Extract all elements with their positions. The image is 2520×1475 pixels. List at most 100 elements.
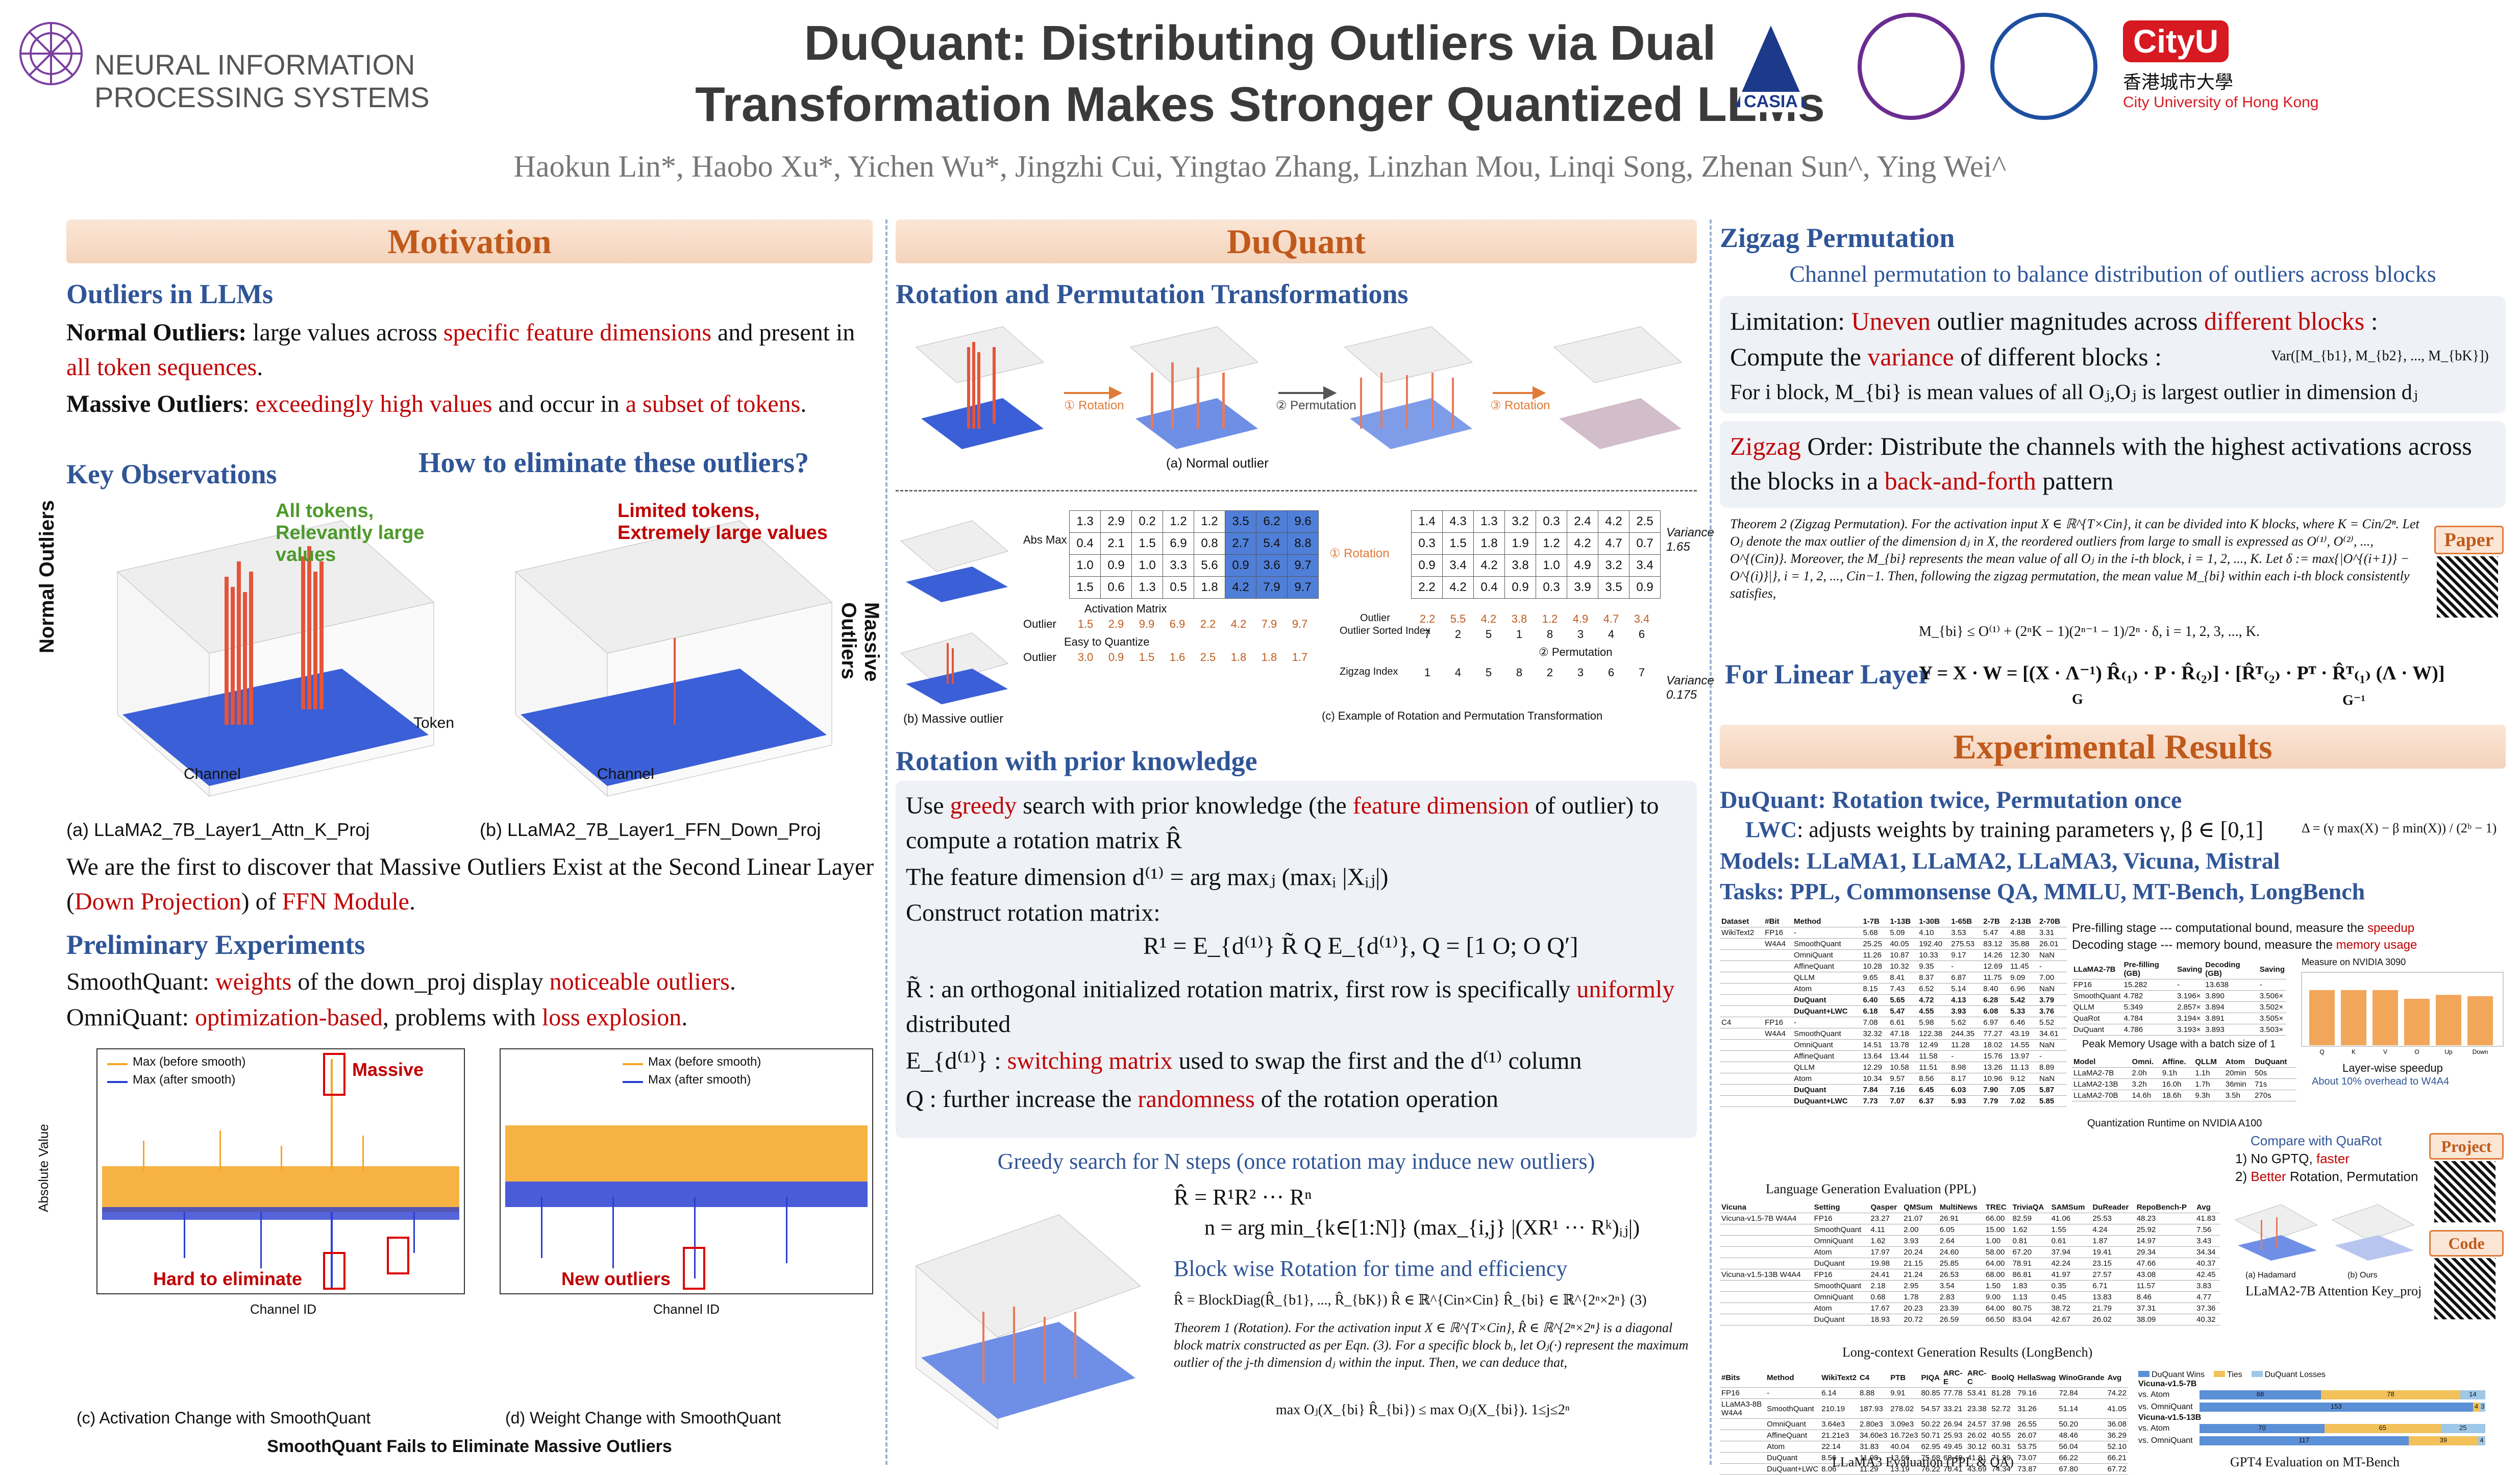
table-cell: 1.00 [1984,1235,2011,1247]
matrix-cell: 0.2 [1131,510,1163,533]
table-cell: 8.40 [1982,983,2009,995]
table-cell [1720,1062,1764,1073]
row-value: 3.4 [1634,612,1650,625]
table-cell: 3.54 [1938,1280,1984,1292]
example-step1-label: ① Rotation [1329,547,1390,560]
matrix-cell: 2.9 [1100,510,1132,533]
table-cell: 2.64 [1938,1235,1984,1247]
table-header-cell: Affine. [2160,1056,2194,1068]
table-cell: 13.83 [2091,1291,2135,1303]
table-cell: 8.88 [1858,1387,1889,1399]
ed-text: E_{d⁽¹⁾} : switching matrix used to swap… [906,1047,1582,1074]
fig-c-ylabel: Absolute Value [36,1124,51,1212]
table-cell [1720,1314,1813,1325]
row-value: 7.9 [1261,618,1277,630]
table-cell: 2.18 [1869,1280,1903,1292]
gpt4-bar-chart: DuQuant Wins Ties DuQuant Losses Vicuna-v1.… [2138,1370,2496,1457]
matrix-cell: 4.2 [1567,532,1598,555]
table-cell: 36.08 [2106,1418,2128,1430]
table-cell: 54.57 [1919,1398,1942,1419]
table-cell: 43.19 [2009,1028,2038,1040]
zigzag-heading: Zigzag Permutation [1720,223,1955,253]
table-cell: - [1792,927,1862,939]
matrix-cell: 0.4 [1069,532,1101,555]
table-cell: 5.85 [2038,1095,2067,1107]
table-row: W4A4 SmoothQuant 32.32 47.18 122.38 244.35 77.… [1720,1028,2067,1040]
matrix-cell: 3.2 [1598,554,1629,577]
matrix-cell: 1.9 [1504,532,1536,555]
legend-after-d: Max (after smooth) [648,1073,751,1087]
table-cell [1720,1073,1764,1085]
table-cell [1720,1246,1813,1258]
omniquant-text: OmniQuant: optimization-based, problems … [66,1004,688,1031]
table-cell [1763,949,1793,961]
ours-caption: (b) Ours [2348,1271,2378,1280]
code-tag[interactable]: Code [2429,1230,2504,1257]
table-cell: 7.05 [2009,1084,2038,1096]
table-header-cell: ARC-E [1941,1368,1966,1388]
table-cell: Atom [1812,1302,1869,1314]
project-qr-code-icon[interactable] [2434,1161,2496,1222]
matrix-cell: 0.9 [1100,554,1132,577]
speedup-tick-label: Q [2319,1048,2324,1055]
table-cell: 80.85 [1919,1387,1942,1399]
table-cell: 1.83 [2011,1280,2050,1292]
table-cell: 51.14 [2057,1398,2106,1419]
matrix-row: 0.4 2.1 1.5 6.9 0.8 2.7 5.4 8.8 [1069,532,1319,555]
table-cell: 11.75 [1982,972,2009,984]
table-cell: 244.35 [1949,1028,1982,1040]
row-value: 9.7 [1292,618,1308,630]
table-cell [1720,1039,1764,1051]
table-row: W4A4 SmoothQuant 25.25 40.05 192.40 275.53 83.… [1720,938,2067,950]
row-value: 2 [1454,628,1462,641]
fig-d-xlabel: Channel ID [653,1301,720,1317]
outlier-label: Outlier [1023,618,1056,630]
table-header-cell: HellaSwag [2016,1368,2058,1388]
table-cell: - [2258,979,2286,991]
table-cell [1720,1441,1766,1453]
paper-tag[interactable]: Paper [2434,526,2504,554]
matrix-cell: 1.2 [1194,510,1225,533]
table-cell: W4A4 [1763,1028,1793,1040]
table-cell: 18.02 [1982,1039,2009,1051]
project-tag[interactable]: Project [2429,1133,2504,1160]
table-header-cell: ARC-C [1966,1368,1990,1388]
feature-dimension-text: The feature dimension d⁽¹⁾ = arg maxⱼ (m… [906,864,1389,891]
table-cell: 36min [2223,1078,2254,1090]
table-cell: 21.07 [1902,1213,1938,1224]
table-row: AffineQuant 13.64 13.44 11.58-15.76 13.97- [1720,1050,2067,1062]
matrix-cell: 1.3 [1473,510,1505,533]
table-cell: 6.14 [1820,1387,1858,1399]
table-cell: 8.98 [1949,1062,1982,1073]
table-row: DuQuant 7.84 7.16 6.45 6.03 7.90 7.05 5.87 [1720,1084,2067,1096]
table-cell: 37.98 [1990,1418,2016,1430]
table-cell: 9.1h [2160,1067,2194,1079]
table-cell: 5.349 [2122,1001,2176,1013]
legend-before-d: Max (before smooth) [648,1055,761,1069]
table-cell: 25.92 [2135,1224,2195,1236]
table-cell: 9.12 [2009,1073,2038,1085]
row-value: 5.5 [1450,612,1466,625]
table-cell: 122.38 [1917,1028,1950,1040]
table-cell: 4.88 [2009,927,2038,939]
table-cell: 5.93 [1949,1095,1982,1107]
matrix-cell: 8.8 [1287,532,1319,555]
table-cell: 12.29 [1861,1062,1889,1073]
table-cell: 74.22 [2106,1387,2128,1399]
smoothquant-text: SmoothQuant: weights of the down_proj di… [66,968,736,995]
greedy-formula-2: n = arg min_{k∈[1:N]} (max_{i,j} |(XR¹ ·… [1204,1216,1640,1240]
table-cell [1763,1073,1793,1085]
rotation-formula: R¹ = E_{d⁽¹⁾} R̃ Q E_{d⁽¹⁾}, Q = [1 O; O… [1143,932,1578,960]
paper-qr-code-icon[interactable] [2437,556,2498,618]
row-value: 3.8 [1511,612,1527,625]
gpt4-row: vs. Atom 68 78 14 [2138,1389,2496,1401]
table-cell: 5.52 [2038,1017,2067,1028]
table-cell: Atom [1765,1441,1820,1453]
table-cell: 14.55 [2009,1039,2038,1051]
table-cell: 10.28 [1861,961,1889,972]
code-qr-code-icon[interactable] [2434,1258,2496,1319]
matrix-cell: 2.4 [1567,510,1598,533]
greedy-search-3d-figure [896,1184,1161,1449]
row-value: 1.5 [1077,618,1094,630]
outlier-label-3: Outlier [1023,651,1056,663]
